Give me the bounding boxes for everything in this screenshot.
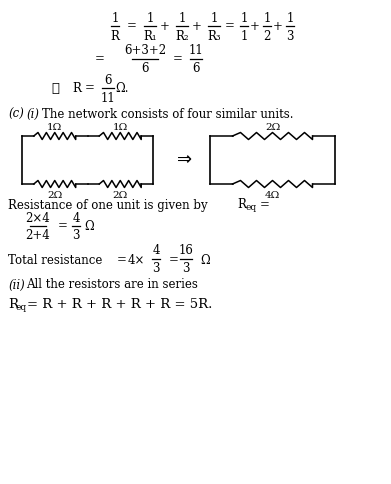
Text: =: = [169,253,179,266]
Text: 1: 1 [240,30,248,43]
Text: 3: 3 [286,30,294,43]
Text: R: R [73,81,81,94]
Text: 2Ω: 2Ω [47,191,63,199]
Text: +: + [192,19,202,32]
Text: 16: 16 [179,244,194,257]
Text: 6: 6 [141,62,149,76]
Text: +: + [160,19,170,32]
Text: Ω.: Ω. [115,81,129,94]
Text: (c): (c) [8,107,24,120]
Text: = R + R + R + R + R = 5R.: = R + R + R + R + R = 5R. [27,297,212,310]
Text: =: = [85,81,95,94]
Text: =: = [58,219,68,232]
Text: 6+3+2: 6+3+2 [124,45,166,58]
Text: 2: 2 [263,30,271,43]
Text: 3: 3 [182,262,190,275]
Text: eq: eq [245,202,256,211]
Text: =: = [260,197,270,211]
Text: 4×: 4× [128,253,145,266]
Text: (i): (i) [26,107,39,120]
Text: +: + [273,19,283,32]
Text: 1: 1 [146,12,154,25]
Text: 1Ω: 1Ω [47,122,63,131]
Text: R: R [8,297,18,310]
Text: Resistance of one unit is given by: Resistance of one unit is given by [8,198,208,211]
Text: 4Ω: 4Ω [265,191,280,199]
Text: (ii): (ii) [8,278,25,291]
Text: 3: 3 [152,262,160,275]
Text: R₃: R₃ [207,30,221,43]
Text: R₁: R₁ [143,30,157,43]
Text: 4: 4 [72,211,80,224]
Text: 1: 1 [178,12,186,25]
Text: 1: 1 [286,12,294,25]
Text: 6: 6 [104,74,112,86]
Text: =: = [173,52,183,65]
Text: 1Ω: 1Ω [113,122,128,131]
Text: ∴: ∴ [51,81,59,94]
Text: Total resistance: Total resistance [8,253,102,266]
Text: 2Ω: 2Ω [265,122,280,131]
Text: The network consists of four similar units.: The network consists of four similar uni… [42,107,294,120]
Text: =: = [127,19,137,32]
Text: Ω: Ω [200,253,210,266]
Text: eq: eq [16,302,27,311]
Text: R: R [111,30,119,43]
Text: =: = [225,19,235,32]
Text: 2×4: 2×4 [26,211,50,224]
Text: ⇒: ⇒ [178,151,192,168]
Text: 6: 6 [192,62,200,76]
Text: 3: 3 [72,229,80,242]
Text: 1: 1 [210,12,218,25]
Text: 11: 11 [100,91,115,104]
Text: +: + [250,19,260,32]
Text: 2Ω: 2Ω [113,191,128,199]
Text: All the resistors are in series: All the resistors are in series [26,278,198,291]
Text: 1: 1 [111,12,119,25]
Text: 1: 1 [263,12,271,25]
Text: R₂: R₂ [175,30,189,43]
Text: =: = [95,52,105,65]
Text: 2+4: 2+4 [26,229,50,242]
Text: =: = [117,253,127,266]
Text: 11: 11 [188,45,203,58]
Text: R: R [237,197,246,211]
Text: Ω: Ω [84,219,94,232]
Text: 1: 1 [240,12,248,25]
Text: 4: 4 [152,244,160,257]
